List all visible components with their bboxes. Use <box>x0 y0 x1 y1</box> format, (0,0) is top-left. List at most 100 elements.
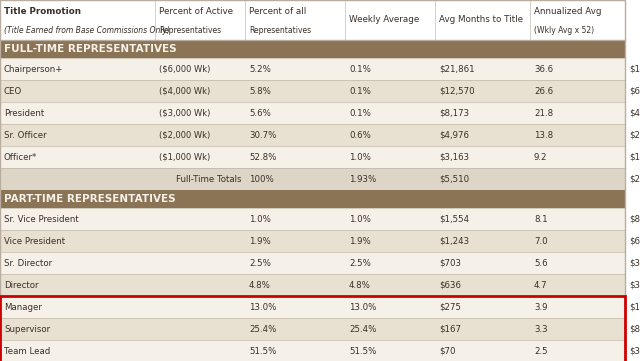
Text: 4.7: 4.7 <box>534 280 548 290</box>
Text: $425,000: $425,000 <box>629 109 640 117</box>
Text: $33,067: $33,067 <box>629 280 640 290</box>
Text: Representatives: Representatives <box>159 26 221 35</box>
Text: 2.5: 2.5 <box>534 347 548 356</box>
Text: Percent of all: Percent of all <box>249 7 307 16</box>
Text: Title Promotion: Title Promotion <box>4 7 81 16</box>
Bar <box>0 190 625 208</box>
Text: (Wkly Avg x 52): (Wkly Avg x 52) <box>534 26 594 35</box>
Text: $164,478: $164,478 <box>629 152 640 161</box>
Text: 1.9%: 1.9% <box>349 236 371 245</box>
Text: 1.93%: 1.93% <box>349 174 376 183</box>
Text: ($4,000 Wk): ($4,000 Wk) <box>159 87 211 96</box>
Text: 2.5%: 2.5% <box>349 258 371 268</box>
Text: $653,655: $653,655 <box>629 87 640 96</box>
Text: 0.6%: 0.6% <box>349 130 371 139</box>
Text: 3.3: 3.3 <box>534 325 548 334</box>
Text: $636: $636 <box>439 280 461 290</box>
Bar <box>0 0 625 40</box>
Text: $1,136,749: $1,136,749 <box>629 65 640 74</box>
Text: $258,739: $258,739 <box>629 130 640 139</box>
Text: 21.8: 21.8 <box>534 109 553 117</box>
Text: 0.1%: 0.1% <box>349 65 371 74</box>
Text: $64,631: $64,631 <box>629 236 640 245</box>
Text: 7.0: 7.0 <box>534 236 548 245</box>
Text: President: President <box>4 109 44 117</box>
Text: Manager: Manager <box>4 303 42 312</box>
Bar <box>0 58 625 80</box>
Text: Sr. Officer: Sr. Officer <box>4 130 47 139</box>
Text: 0.1%: 0.1% <box>349 87 371 96</box>
Text: Sr. Director: Sr. Director <box>4 258 52 268</box>
Text: ($1,000 Wk): ($1,000 Wk) <box>159 152 211 161</box>
Bar <box>0 102 625 124</box>
Text: $14,313: $14,313 <box>629 303 640 312</box>
Text: $3,163: $3,163 <box>439 152 469 161</box>
Text: Representatives: Representatives <box>249 26 311 35</box>
Text: ($2,000 Wk): ($2,000 Wk) <box>159 130 211 139</box>
Text: 52.8%: 52.8% <box>249 152 276 161</box>
Text: CEO: CEO <box>4 87 22 96</box>
Bar <box>0 124 625 146</box>
Text: ($3,000 Wk): ($3,000 Wk) <box>159 109 211 117</box>
Text: $36,562: $36,562 <box>629 258 640 268</box>
Text: $4,976: $4,976 <box>439 130 469 139</box>
Bar <box>0 296 625 318</box>
Text: FULL-TIME REPRESENTATIVES: FULL-TIME REPRESENTATIVES <box>4 44 177 54</box>
Bar <box>0 146 625 168</box>
Text: $5,510: $5,510 <box>439 174 469 183</box>
Text: Chairperson+: Chairperson+ <box>4 65 63 74</box>
Text: $703: $703 <box>439 258 461 268</box>
Bar <box>0 318 625 340</box>
Text: 5.6: 5.6 <box>534 258 548 268</box>
Text: (Title Earned from Base Commissions Only): (Title Earned from Base Commissions Only… <box>4 26 170 35</box>
Bar <box>0 40 625 58</box>
Text: Director: Director <box>4 280 38 290</box>
Text: $1,554: $1,554 <box>439 214 469 223</box>
Text: $8,173: $8,173 <box>439 109 469 117</box>
Text: 2.5%: 2.5% <box>249 258 271 268</box>
Text: Full-Time Totals: Full-Time Totals <box>175 174 241 183</box>
Bar <box>0 230 625 252</box>
Text: 5.8%: 5.8% <box>249 87 271 96</box>
Text: $167: $167 <box>439 325 461 334</box>
Text: $21,861: $21,861 <box>439 65 475 74</box>
Text: Supervisor: Supervisor <box>4 325 50 334</box>
Bar <box>0 168 625 190</box>
Text: 51.5%: 51.5% <box>249 347 276 356</box>
Text: 1.0%: 1.0% <box>349 152 371 161</box>
Text: Sr. Vice President: Sr. Vice President <box>4 214 79 223</box>
Text: 26.6: 26.6 <box>534 87 553 96</box>
Text: Vice President: Vice President <box>4 236 65 245</box>
Text: 30.7%: 30.7% <box>249 130 276 139</box>
Text: Weekly Average: Weekly Average <box>349 16 419 25</box>
Text: 3.9: 3.9 <box>534 303 547 312</box>
Bar <box>0 274 625 296</box>
Text: 13.8: 13.8 <box>534 130 553 139</box>
Text: Officer*: Officer* <box>4 152 37 161</box>
Text: ($6,000 Wk): ($6,000 Wk) <box>159 65 211 74</box>
Text: $70: $70 <box>439 347 456 356</box>
Text: 5.2%: 5.2% <box>249 65 271 74</box>
Text: PART-TIME REPRESENTATIVES: PART-TIME REPRESENTATIVES <box>4 194 175 204</box>
Text: 1.9%: 1.9% <box>249 236 271 245</box>
Text: $12,570: $12,570 <box>439 87 475 96</box>
Text: Avg Months to Title: Avg Months to Title <box>439 16 523 25</box>
Text: 25.4%: 25.4% <box>349 325 376 334</box>
Text: $3,658: $3,658 <box>629 347 640 356</box>
Text: Team Lead: Team Lead <box>4 347 51 356</box>
Text: $8,664: $8,664 <box>629 325 640 334</box>
Text: 1.0%: 1.0% <box>349 214 371 223</box>
Text: 0.1%: 0.1% <box>349 109 371 117</box>
Text: $286,539: $286,539 <box>629 174 640 183</box>
Text: 25.4%: 25.4% <box>249 325 276 334</box>
Text: 51.5%: 51.5% <box>349 347 376 356</box>
Text: 1.0%: 1.0% <box>249 214 271 223</box>
Bar <box>0 296 625 361</box>
Text: 4.8%: 4.8% <box>249 280 271 290</box>
Text: 9.2: 9.2 <box>534 152 547 161</box>
Bar <box>0 340 625 361</box>
Text: 4.8%: 4.8% <box>349 280 371 290</box>
Text: $80,826: $80,826 <box>629 214 640 223</box>
Bar <box>0 80 625 102</box>
Text: 100%: 100% <box>249 174 274 183</box>
